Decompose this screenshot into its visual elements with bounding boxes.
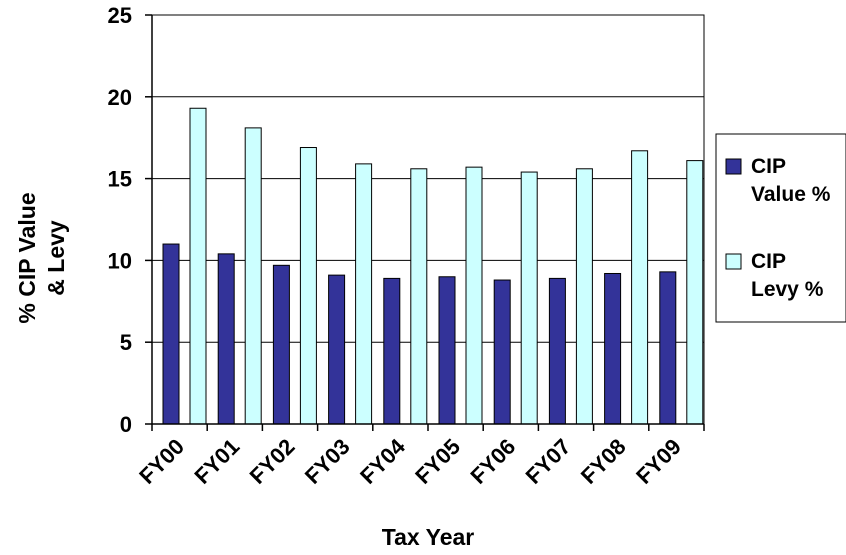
bar-cip-levy (355, 163, 373, 425)
bar-cip-value (604, 272, 622, 425)
legend-swatch-levy (725, 253, 742, 270)
y-axis-title-line-1: % CIP Value (14, 192, 40, 323)
x-tick-label: FY08 (576, 434, 631, 489)
y-axis-ticks: 0 5 10 15 20 25 (108, 3, 152, 437)
legend-label-levy-line-1: CIP (751, 250, 786, 273)
bar-cip-value (272, 264, 290, 425)
x-tick-label: FY00 (134, 434, 189, 489)
bar-cip-value (217, 253, 235, 425)
x-tick-label: FY03 (300, 434, 355, 489)
x-tick-label: FY04 (355, 433, 410, 488)
y-tick-label: 20 (108, 85, 132, 110)
bar-cip-value (659, 271, 677, 425)
bar-cip-value (438, 276, 456, 425)
legend-label-value-line-2: Value % (751, 183, 831, 206)
bar-cip-value (548, 277, 566, 425)
legend-swatch-value (725, 158, 742, 175)
x-tick-label: FY06 (465, 434, 520, 489)
bar-cip-value (493, 279, 511, 425)
x-tick-label: FY05 (410, 434, 465, 489)
bar-cip-value (328, 274, 346, 425)
bar-cip-value (162, 243, 180, 425)
x-tick-label: FY01 (189, 434, 244, 489)
legend-label-value-line-1: CIP (751, 155, 786, 178)
x-tick-label: FY07 (521, 434, 576, 489)
y-tick-label: 0 (120, 412, 132, 437)
bar-cip-levy (244, 127, 262, 425)
bar-cip-levy (189, 107, 207, 425)
legend: CIP Value % CIP Levy % (715, 133, 846, 323)
y-tick-label: 25 (108, 3, 132, 28)
x-tick-label: FY09 (631, 434, 686, 489)
bar-cip-levy (631, 150, 649, 425)
x-axis-ticks: FY00 FY01 FY02 FY03 FY04 FY05 FY06 FY07 FY08 FY09 (134, 424, 705, 489)
y-axis-title-line-2: & Levy (43, 220, 69, 296)
bar-cip-levy (575, 168, 593, 425)
bar-cip-levy (686, 160, 704, 425)
y-tick-label: 5 (120, 330, 132, 355)
bar-cip-levy (465, 166, 483, 425)
bar-cip-levy (299, 147, 317, 425)
legend-label-levy-line-2: Levy % (751, 278, 824, 301)
x-axis-title: Tax Year (382, 524, 475, 550)
plot-area (151, 14, 705, 425)
bar-cip-levy (520, 171, 538, 425)
bar-cip-levy (410, 168, 428, 425)
bar-cip-value (383, 277, 401, 425)
y-tick-label: 15 (108, 167, 132, 192)
y-tick-label: 10 (108, 248, 132, 273)
x-tick-label: FY02 (245, 434, 300, 489)
